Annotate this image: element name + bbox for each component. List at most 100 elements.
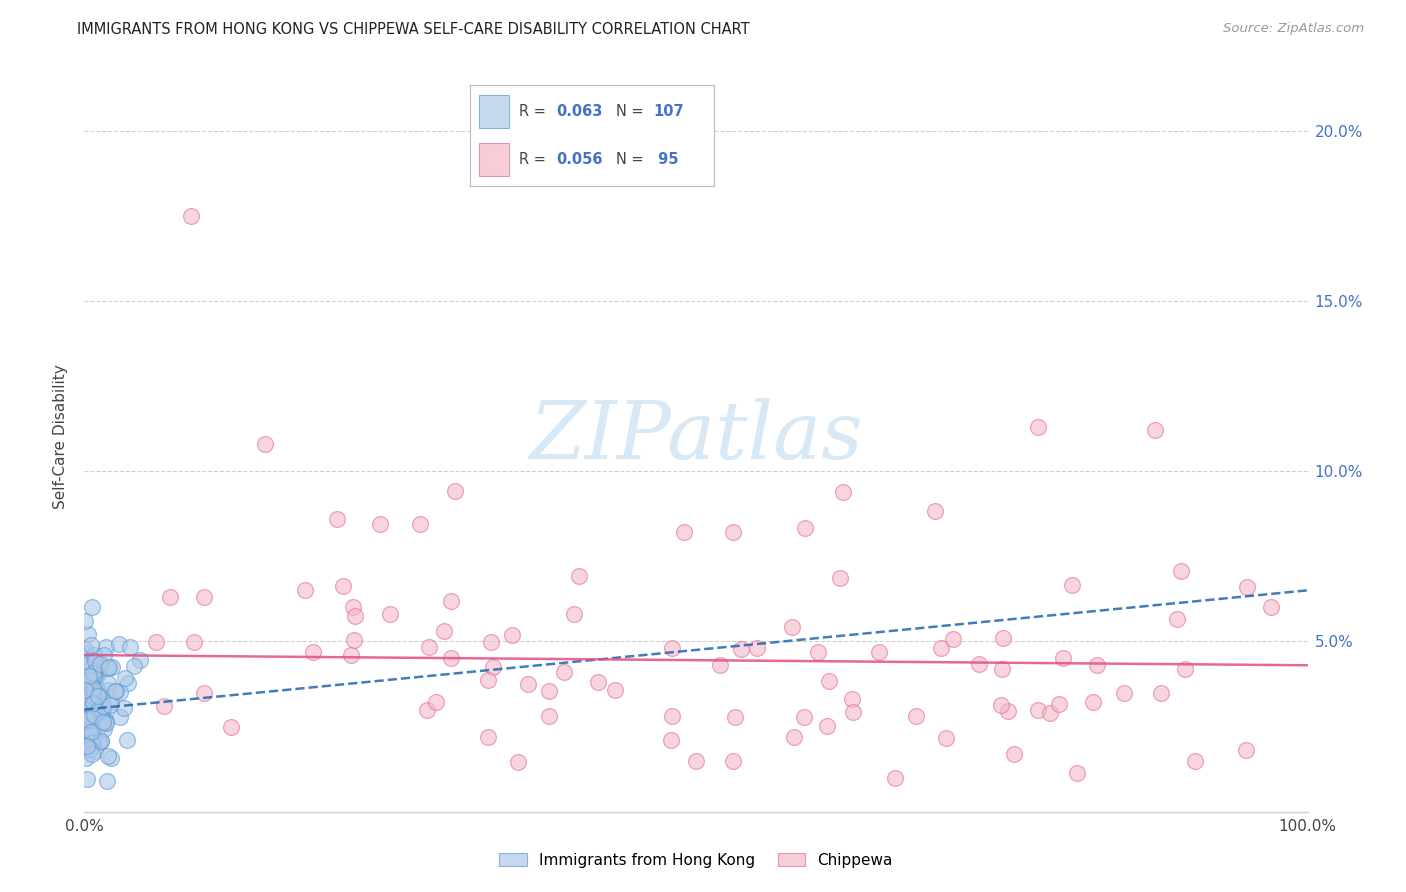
Point: [93, 722, 115, 736]
Point: [80, 725, 103, 739]
Point: [538, 684, 561, 698]
Point: [90, 712, 112, 726]
Point: [1174, 662, 1197, 676]
Point: [80, 638, 103, 652]
Point: [780, 620, 803, 634]
Point: [482, 660, 505, 674]
Point: [76, 739, 98, 753]
Point: [1260, 600, 1282, 615]
Point: [841, 691, 863, 706]
Point: [79, 700, 101, 714]
Point: [93, 713, 115, 727]
Point: [98, 698, 121, 713]
Point: [83, 708, 105, 723]
Point: [997, 704, 1019, 718]
Point: [883, 771, 905, 785]
Point: [84, 744, 107, 758]
Point: [90, 692, 112, 706]
Point: [108, 685, 131, 699]
Point: [77, 675, 100, 690]
Point: [83, 698, 105, 713]
Point: [93, 648, 115, 663]
Point: [479, 635, 502, 649]
Point: [84, 663, 107, 677]
Point: [80, 676, 103, 690]
Point: [76, 654, 98, 668]
Point: [82, 666, 104, 681]
Point: [80, 713, 103, 727]
Point: [990, 698, 1012, 712]
Point: [75, 732, 97, 747]
Point: [82, 707, 104, 722]
Point: [502, 627, 524, 641]
Point: [659, 732, 682, 747]
Point: [672, 525, 695, 540]
Point: [129, 653, 152, 667]
Point: [991, 632, 1014, 646]
Point: [343, 632, 366, 647]
Point: [326, 511, 349, 525]
Point: [685, 754, 707, 768]
Point: [794, 521, 817, 535]
Point: [153, 699, 176, 714]
Point: [1143, 423, 1166, 437]
Point: [97, 661, 120, 675]
Point: [1039, 706, 1062, 720]
Point: [1150, 685, 1173, 699]
Point: [721, 754, 744, 768]
Point: [84, 725, 107, 739]
Point: [418, 640, 440, 655]
Point: [433, 624, 456, 638]
Point: [96, 715, 118, 730]
Point: [83, 669, 105, 683]
Point: [84, 653, 107, 667]
Point: [122, 659, 145, 673]
Point: [91, 715, 114, 730]
Point: [82, 710, 104, 724]
Point: [79, 673, 101, 688]
Point: [967, 657, 990, 672]
Point: [831, 484, 853, 499]
Point: [516, 677, 538, 691]
Point: [730, 642, 752, 657]
Point: [942, 632, 965, 647]
Point: [118, 640, 141, 654]
Point: [783, 730, 806, 744]
Point: [96, 773, 118, 788]
Point: [709, 658, 731, 673]
Point: [82, 735, 104, 749]
Point: [145, 635, 167, 649]
Point: [82, 747, 104, 761]
Point: [91, 698, 114, 713]
Point: [1184, 754, 1206, 768]
Point: [1236, 743, 1258, 757]
Point: [75, 751, 97, 765]
Point: [90, 733, 112, 747]
Point: [77, 719, 100, 733]
Point: [87, 666, 110, 681]
Point: [73, 714, 96, 728]
Point: [83, 668, 105, 682]
Point: [91, 703, 114, 717]
Point: [443, 484, 465, 499]
Point: [82, 736, 104, 750]
Point: [440, 593, 463, 607]
Point: [1028, 702, 1050, 716]
Point: [73, 614, 96, 628]
Point: [180, 209, 202, 223]
Point: [82, 681, 104, 696]
Point: [97, 660, 120, 674]
Point: [77, 673, 100, 687]
Point: [506, 755, 529, 769]
Point: [77, 658, 100, 673]
Point: [80, 661, 103, 675]
Point: [1166, 612, 1188, 626]
Point: [82, 689, 104, 703]
Point: [294, 583, 316, 598]
Point: [1060, 578, 1083, 592]
Point: [105, 683, 128, 698]
Point: [97, 749, 120, 764]
Point: [75, 673, 97, 688]
Point: [80, 729, 103, 743]
Point: [828, 572, 851, 586]
